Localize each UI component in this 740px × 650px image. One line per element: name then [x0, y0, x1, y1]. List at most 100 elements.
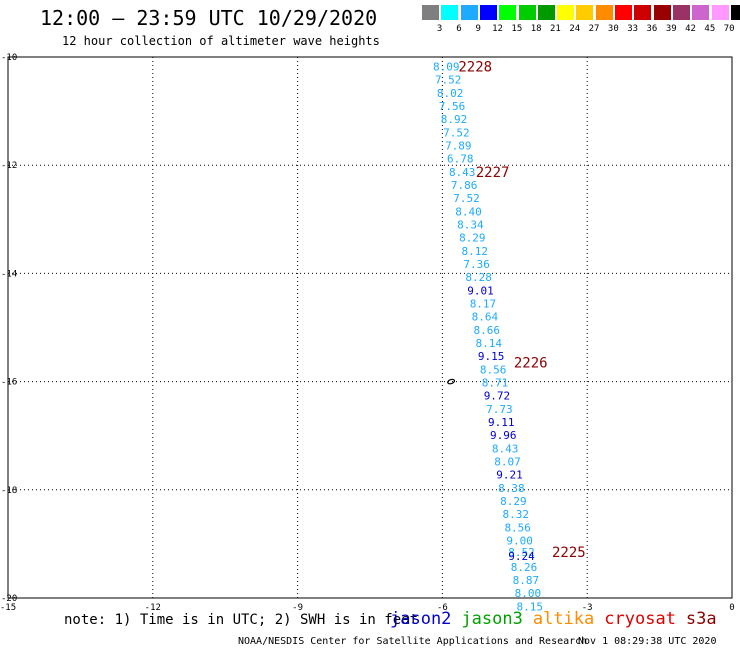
wave-height-label: 8.00 — [515, 587, 542, 600]
time-label: 2227 — [476, 165, 510, 181]
footer-timestamp: Nov 1 08:29:38 UTC 2020 — [578, 636, 717, 647]
chart-subtitle: 12 hour collection of altimeter wave hei… — [62, 34, 380, 48]
satellite-legend-item: s3a — [685, 609, 717, 629]
wave-height-label: 8.40 — [455, 206, 482, 219]
satellite-legend: jason2 jason3 altika cryosat s3a — [390, 609, 727, 629]
time-label: 2228 — [458, 60, 492, 76]
wave-height-label: 9.00 — [506, 535, 533, 548]
color-swatch — [460, 5, 478, 20]
y-tick-labels: -10 -12 -14 -16 -18 -20 — [1, 53, 17, 604]
wave-height-label: 8.43 — [449, 166, 476, 179]
footer-credit: NOAA/NESDIS Center for Satellite Applica… — [238, 636, 588, 647]
color-swatch — [653, 5, 671, 20]
color-swatch — [672, 5, 690, 20]
color-scale-label: 30 — [607, 24, 619, 34]
wave-height-label: 8.32 — [503, 508, 530, 521]
wave-height-label: 8.87 — [513, 574, 540, 587]
color-swatch — [441, 5, 459, 20]
color-scale-label: 12 — [492, 24, 503, 34]
island-outline — [447, 378, 456, 385]
wave-height-label: 8.09 — [433, 61, 460, 74]
color-swatch — [557, 5, 575, 20]
wave-height-label: 7.52 — [435, 74, 462, 87]
color-swatch — [576, 5, 594, 20]
wave-height-label: 7.86 — [451, 179, 478, 192]
wave-height-label: 7.56 — [439, 100, 466, 113]
wave-height-label: 9.72 — [484, 390, 511, 403]
color-swatch — [615, 5, 632, 20]
color-scale-label: (ft) — [738, 24, 740, 34]
wave-height-label: 6.78 — [447, 153, 474, 166]
note-text: note: 1) Time is in UTC; 2) SWH is in fe… — [64, 612, 419, 628]
y-tick-label: -14 — [1, 269, 17, 279]
satellite-legend-item: altika — [532, 609, 595, 629]
wave-height-label: 7.36 — [463, 258, 490, 271]
y-tick-label: -18 — [1, 486, 17, 496]
color-scale-label: 27 — [588, 24, 600, 34]
wave-height-label: 7.73 — [486, 403, 513, 416]
color-swatch — [634, 5, 652, 20]
x-tick-label: 0 — [729, 603, 734, 613]
color-scale-label: 24 — [569, 24, 581, 34]
wave-height-label: 9.96 — [490, 429, 517, 442]
wave-height-label: 8.71 — [482, 377, 509, 390]
color-swatch — [537, 5, 555, 20]
color-scale-label: 3 — [436, 24, 443, 34]
color-swatch — [479, 5, 497, 20]
wave-height-label: 8.17 — [470, 298, 497, 311]
color-swatch — [518, 5, 536, 20]
satellite-legend-item: cryosat — [604, 609, 676, 629]
wave-height-label: 8.92 — [441, 113, 468, 126]
plot-frame — [7, 56, 733, 599]
color-swatch — [711, 5, 729, 20]
color-scale-label: 36 — [646, 24, 658, 34]
color-scale-label: 15 — [511, 24, 523, 34]
color-scale-label: 39 — [665, 24, 677, 34]
wave-height-label: 9.24 — [508, 550, 535, 563]
wave-height-label: 8.15 — [517, 601, 544, 614]
satellite-legend-item: jason2 — [390, 609, 452, 629]
x-tick-label: -12 — [145, 603, 161, 613]
y-tick-label: -16 — [1, 378, 17, 388]
color-scale-label: 9 — [475, 24, 481, 34]
wave-height-label: 8.52 — [508, 546, 535, 559]
wave-height-label: 9.21 — [496, 469, 523, 482]
wave-height-label: 8.28 — [465, 271, 492, 284]
satellite-legend-item: jason3 — [461, 609, 523, 629]
wave-height-label: 8.38 — [498, 482, 525, 495]
wave-height-label: 7.52 — [443, 127, 470, 140]
wave-height-label: 8.64 — [472, 311, 499, 324]
color-scale-label: 42 — [685, 24, 696, 34]
x-tick-label: -3 — [582, 603, 593, 613]
wave-height-label: 7.89 — [445, 140, 472, 153]
time-label: 2226 — [514, 356, 548, 372]
x-tick-label: -9 — [292, 603, 303, 613]
x-tick-label: -15 — [0, 603, 16, 613]
y-tick-label: -10 — [1, 53, 17, 63]
color-swatch — [422, 5, 439, 20]
color-swatch — [730, 5, 740, 20]
wave-height-label: 8.56 — [504, 522, 531, 535]
wave-height-label: 8.07 — [494, 456, 521, 469]
wave-height-label: 9.11 — [488, 416, 515, 429]
wave-height-label: 8.12 — [461, 245, 488, 258]
wave-height-label: 8.14 — [475, 337, 502, 350]
wave-height-label: 9.15 — [478, 350, 505, 363]
color-scale-label: 18 — [530, 24, 542, 34]
y-tick-label: -12 — [1, 161, 17, 171]
wave-height-label: 8.26 — [511, 561, 538, 574]
color-scale-label: 21 — [550, 24, 561, 34]
wave-height-label: 9.01 — [467, 285, 494, 298]
wave-height-label: 8.43 — [492, 443, 519, 456]
wave-height-points: 8.097.528.027.568.927.527.896.788.437.86… — [433, 61, 543, 614]
y-tick-label: -20 — [1, 594, 17, 604]
color-scale-label: 6 — [456, 24, 462, 34]
wave-height-label: 8.29 — [459, 232, 486, 245]
wave-height-label: 8.29 — [500, 495, 527, 508]
wave-height-label: 8.02 — [437, 87, 464, 100]
color-scale-label: 45 — [704, 24, 716, 34]
wave-height-label: 8.34 — [457, 219, 484, 232]
wave-height-label: 8.66 — [474, 324, 501, 337]
wave-height-label: 8.56 — [480, 364, 507, 377]
